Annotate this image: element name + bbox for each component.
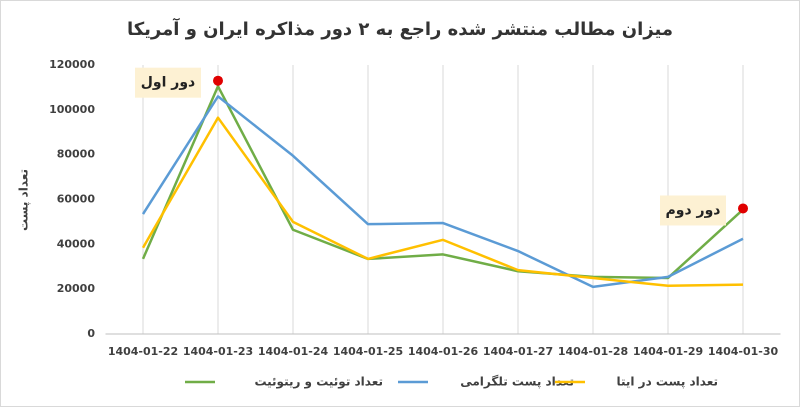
chart-title: میزان مطالب منتشر شده راجع به ۲ دور مذاک… [127,17,673,40]
y-tick-label: 100000 [49,103,95,116]
annotation-label: دور دوم [666,202,721,218]
x-tick-label: 1404-01-27 [483,345,553,358]
x-tick-label: 1404-01-28 [558,345,628,358]
x-tick-label: 1404-01-22 [108,345,178,358]
series-line [141,85,744,280]
y-axis-title: تعداد پست [17,169,31,231]
annotation-marker [738,203,748,214]
annotation-box [135,67,201,98]
annotation-box [660,195,726,226]
x-tick-label: 1404-01-26 [408,345,479,358]
series-line [141,95,744,289]
series-line [141,116,744,288]
legend-label: تعداد توئیت و ریتوئیت [254,375,383,390]
x-tick-label: 1404-01-29 [633,345,703,358]
y-tick-label: 60000 [57,193,96,206]
legend-label: تعداد پست در ایتا [616,375,718,389]
y-tick-label: 80000 [57,148,96,161]
annotation-marker [213,75,223,86]
legend-label: تعداد پست تلگرامی [460,375,574,389]
annotation-label: دور اول [141,75,195,91]
y-tick-label: 120000 [49,58,95,71]
x-tick-label: 1404-01-30 [708,345,779,358]
x-tick-label: 1404-01-23 [183,345,253,358]
y-tick-label: 0 [87,327,95,340]
x-tick-label: 1404-01-25 [333,345,403,358]
x-tick-label: 1404-01-24 [258,345,329,358]
y-tick-label: 20000 [57,282,96,295]
y-tick-label: 40000 [57,237,96,250]
